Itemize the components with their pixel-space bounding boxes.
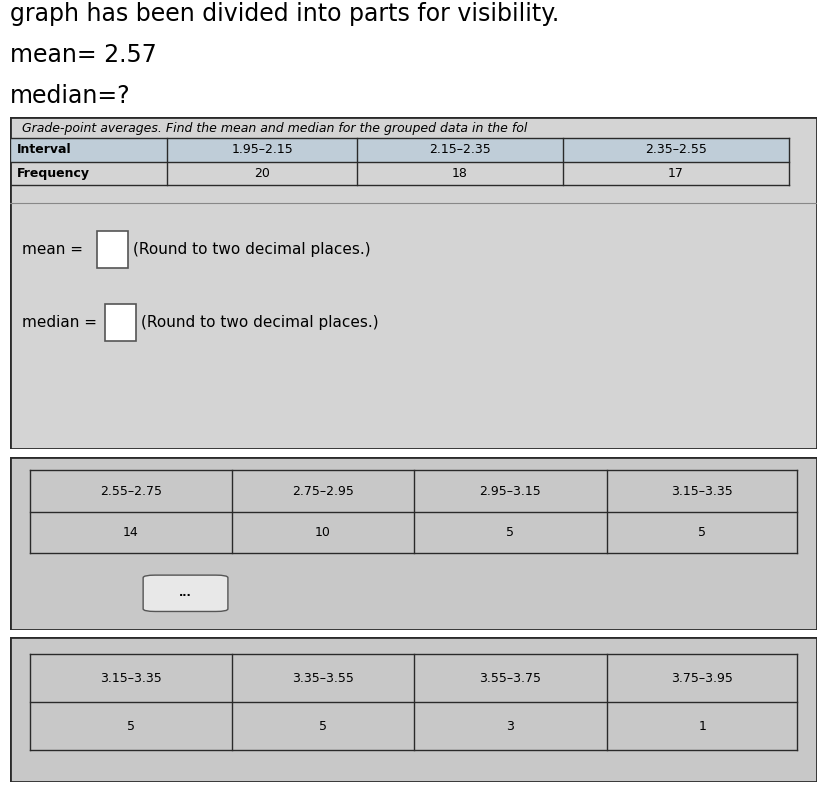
Text: mean= 2.57: mean= 2.57 xyxy=(10,43,156,67)
Text: 5: 5 xyxy=(697,526,705,539)
Text: median=?: median=? xyxy=(10,83,131,108)
Text: Grade-point averages. Find the mean and median for the grouped data in the fol: Grade-point averages. Find the mean and … xyxy=(22,121,527,135)
Text: 3.35–3.55: 3.35–3.55 xyxy=(291,672,353,684)
Text: 2.15–2.35: 2.15–2.35 xyxy=(428,144,490,156)
Text: 2.75–2.95: 2.75–2.95 xyxy=(291,484,353,498)
Text: (Round to two decimal places.): (Round to two decimal places.) xyxy=(141,315,378,330)
Text: 3.55–3.75: 3.55–3.75 xyxy=(479,672,541,684)
Text: mean =: mean = xyxy=(22,242,83,257)
Bar xyxy=(10,138,788,161)
Text: Frequency: Frequency xyxy=(17,167,89,179)
Text: 1.95–2.15: 1.95–2.15 xyxy=(231,144,293,156)
Text: 3.75–3.95: 3.75–3.95 xyxy=(671,672,732,684)
Text: 2.55–2.75: 2.55–2.75 xyxy=(100,484,162,498)
Text: 5: 5 xyxy=(318,719,327,733)
Text: 2.35–2.55: 2.35–2.55 xyxy=(644,144,706,156)
Text: (Round to two decimal places.): (Round to two decimal places.) xyxy=(132,242,370,257)
Text: 3.15–3.35: 3.15–3.35 xyxy=(671,484,732,498)
Text: 2.95–3.15: 2.95–3.15 xyxy=(479,484,541,498)
Text: 14: 14 xyxy=(123,526,139,539)
Text: ...: ... xyxy=(179,588,192,599)
Text: 20: 20 xyxy=(254,167,270,179)
Text: 5: 5 xyxy=(506,526,514,539)
Text: 3: 3 xyxy=(506,719,514,733)
Text: 18: 18 xyxy=(452,167,467,179)
Text: median =: median = xyxy=(22,315,97,330)
Text: Interval: Interval xyxy=(17,144,71,156)
Bar xyxy=(97,231,127,268)
Text: 3.15–3.35: 3.15–3.35 xyxy=(100,672,162,684)
Text: 17: 17 xyxy=(667,167,683,179)
Text: graph has been divided into parts for visibility.: graph has been divided into parts for vi… xyxy=(10,2,558,26)
Text: 1: 1 xyxy=(697,719,705,733)
FancyBboxPatch shape xyxy=(143,575,227,611)
Bar xyxy=(105,304,136,341)
Text: 10: 10 xyxy=(314,526,330,539)
Text: 5: 5 xyxy=(127,719,135,733)
